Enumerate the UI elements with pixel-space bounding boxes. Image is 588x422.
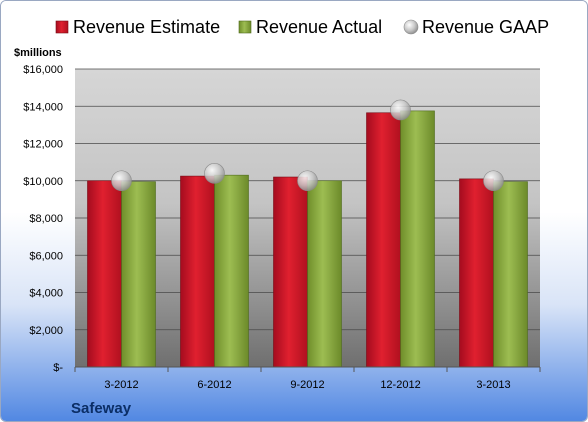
legend-swatch [238, 20, 252, 34]
x-tick-label: 12-2012 [380, 379, 420, 391]
y-tick-label: $6,000 [29, 250, 63, 262]
x-tick-label: 3-2012 [104, 379, 138, 391]
x-axis-ticks: 3-2012 6-2012 9-2012 12-2012 3-2013 [74, 367, 541, 391]
bar-revenue-actual [493, 181, 528, 368]
y-tick-label: $2,000 [29, 325, 63, 337]
bar-revenue-estimate [180, 175, 215, 368]
y-tick-label: $- [53, 362, 63, 374]
bar-revenue-estimate [459, 178, 494, 368]
x-tick-label: 9-2012 [290, 379, 324, 391]
x-tick-label: 6-2012 [197, 379, 231, 391]
bars [87, 110, 528, 368]
y-tick-label: $16,000 [23, 64, 63, 76]
bar-revenue-estimate [366, 112, 401, 368]
y-axis-ticks: $- $2,000 $4,000 $6,000 $8,000 $10,000 $12,000… [23, 64, 63, 374]
marker-revenue-gaap [483, 170, 504, 192]
marker-revenue-gaap [390, 99, 411, 121]
marker-revenue-gaap [111, 170, 132, 192]
bar-revenue-actual [121, 181, 156, 368]
legend-label: Revenue Estimate [73, 17, 220, 37]
company-name: Safeway [71, 400, 132, 417]
x-tick-label: 3-2013 [476, 379, 510, 391]
bar-revenue-estimate [273, 176, 308, 368]
y-tick-label: $8,000 [29, 213, 63, 225]
y-axis-label: $millions [14, 47, 62, 59]
legend-swatch [55, 20, 69, 34]
bar-revenue-actual [214, 174, 249, 368]
y-tick-label: $10,000 [23, 176, 63, 188]
bar-revenue-actual [307, 180, 342, 368]
y-tick-label: $14,000 [23, 101, 63, 113]
marker-revenue-gaap [297, 170, 318, 192]
legend-label: Revenue Actual [256, 17, 382, 37]
bar-revenue-estimate [87, 180, 122, 368]
legend: Revenue Estimate Revenue Actual Revenue GA… [55, 17, 549, 37]
marker-revenue-gaap [204, 163, 225, 184]
gaap-markers [111, 99, 504, 192]
y-tick-label: $4,000 [29, 288, 63, 300]
bar-revenue-actual [400, 110, 435, 368]
legend-label: Revenue GAAP [422, 17, 549, 37]
y-tick-label: $12,000 [23, 139, 63, 151]
legend-swatch [403, 19, 419, 35]
